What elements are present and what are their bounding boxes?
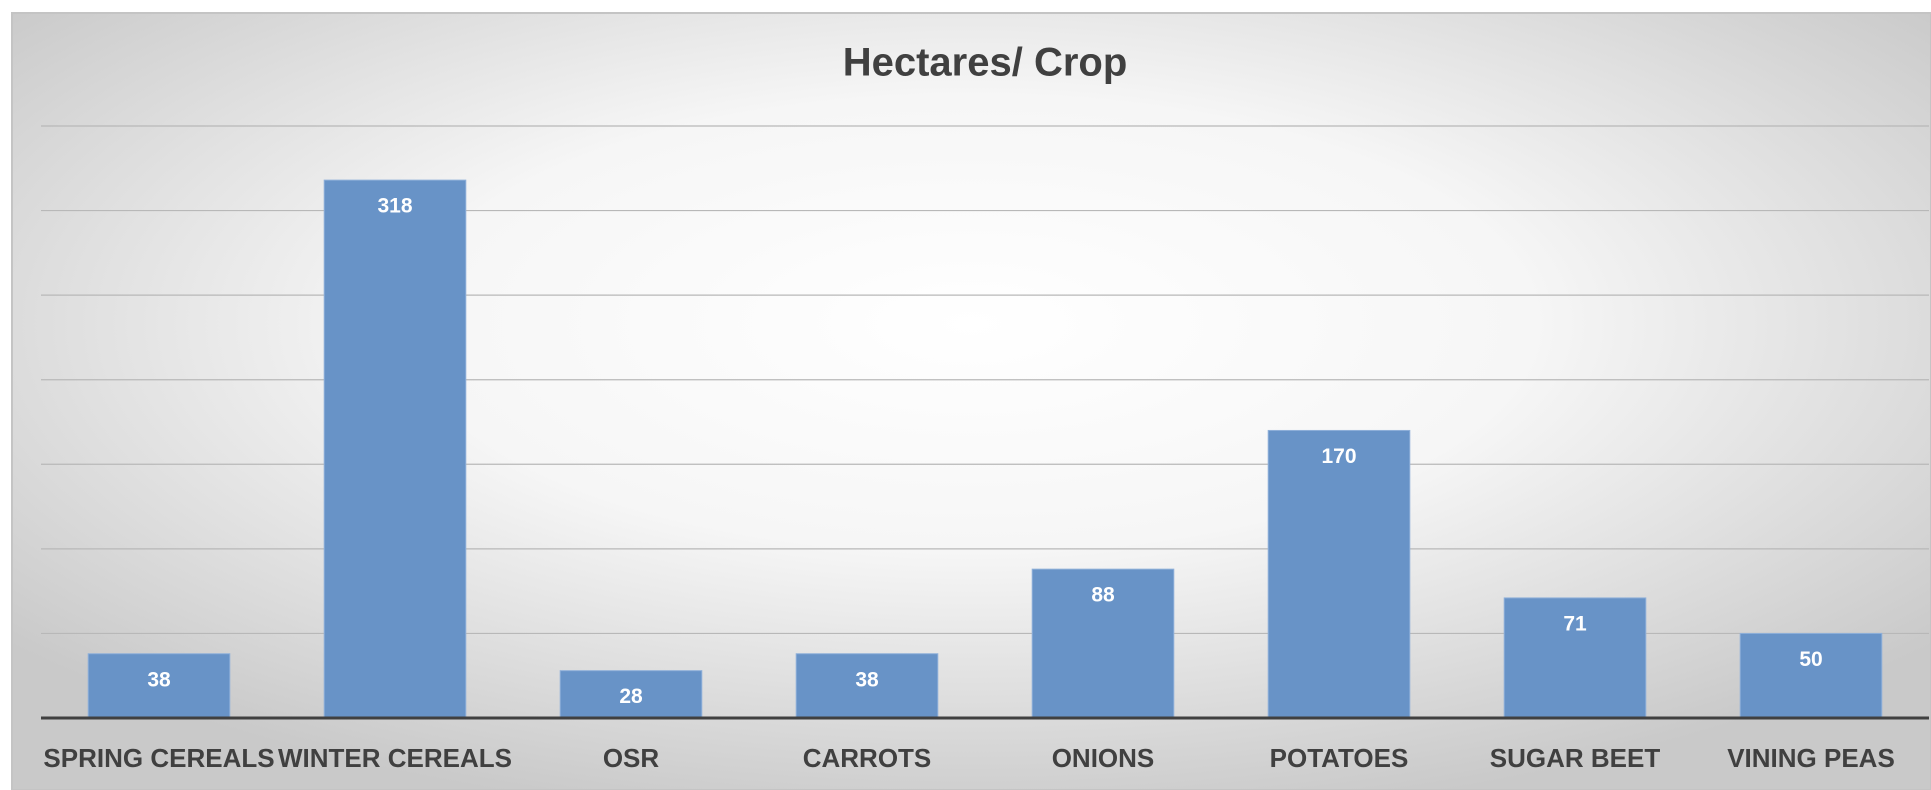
bar — [1739, 632, 1883, 719]
x-tick-label: ONIONS — [1052, 743, 1155, 773]
x-tick-label: CARROTS — [803, 743, 932, 773]
x-tick-label: WINTER CEREALS — [278, 743, 512, 773]
data-label: 318 — [377, 195, 412, 218]
x-tick-label: POTATOES — [1270, 743, 1409, 773]
bar — [1267, 429, 1411, 719]
data-label: 50 — [1799, 648, 1822, 671]
data-label: 71 — [1563, 612, 1587, 635]
data-label: 88 — [1091, 584, 1115, 607]
bar — [559, 670, 703, 719]
x-tick-label: SPRING CEREALS — [43, 743, 274, 773]
plot-area: 38 SPRING CEREALS 318 WINTER CEREALS 28 OSR 38… — [41, 125, 1929, 773]
bar — [87, 653, 231, 719]
x-tick-label: SUGAR BEET — [1490, 743, 1661, 773]
data-label: 28 — [619, 685, 643, 708]
bar — [323, 179, 467, 719]
bar — [1503, 597, 1647, 719]
data-label: 38 — [147, 668, 171, 691]
x-tick-label: OSR — [603, 743, 660, 773]
data-label: 38 — [855, 668, 879, 691]
data-label: 170 — [1321, 445, 1356, 468]
chart-title: Hectares/ Crop — [843, 41, 1128, 85]
bar — [1031, 568, 1175, 719]
x-tick-label: VINING PEAS — [1727, 743, 1895, 773]
